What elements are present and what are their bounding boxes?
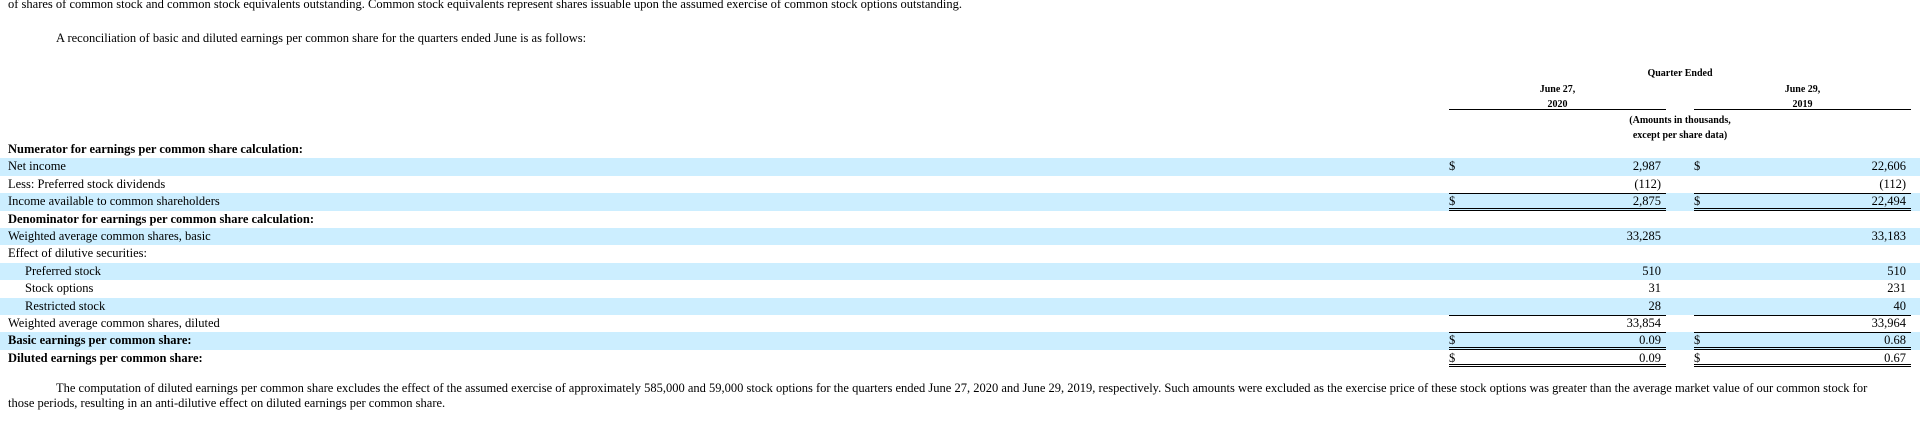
currency-symbol: $ [1694, 333, 1701, 348]
currency-symbol: $ [1449, 333, 1456, 348]
cell-2020: $0.09 [1449, 332, 1666, 350]
header-col-2019-line2: 2019 [1792, 99, 1813, 110]
cell-value: 0.67 [1884, 350, 1906, 365]
cell-value: 33,183 [1871, 228, 1906, 243]
cell-value: 28 [1648, 298, 1662, 313]
cell-2019: 33,964 [1694, 314, 1911, 332]
table-row: Denominator for earnings per common shar… [0, 211, 1920, 228]
table-row: Stock options 31 231 [0, 280, 1920, 297]
cell-2019: 33,183 [1694, 228, 1911, 245]
cell-value: (112) [1634, 176, 1661, 191]
header-col-2019: June 29, 2019 [1694, 82, 1911, 112]
row-label: Restricted stock [25, 298, 106, 313]
cell-2019: $22,494 [1694, 193, 1911, 211]
cell-2020: 33,285 [1449, 228, 1666, 245]
row-label: Preferred stock [25, 263, 102, 278]
cell-value: 0.09 [1639, 350, 1661, 365]
currency-symbol: $ [1694, 350, 1701, 365]
row-label: Weighted average common shares, diluted [8, 315, 220, 330]
cell-2020: $0.09 [1449, 350, 1666, 368]
eps-reconciliation-table: Numerator for earnings per common share … [0, 141, 1920, 368]
footnote-paragraph: The computation of diluted earnings per … [8, 381, 1868, 410]
table-row: Preferred stock 510 510 [0, 262, 1920, 281]
header-col-2020: June 27, 2020 [1449, 82, 1666, 112]
cell-value: 231 [1887, 281, 1906, 296]
table-row: Restricted stock 28 40 [0, 297, 1920, 315]
preceding-text: of shares of common stock and common sto… [8, 0, 962, 11]
row-label: Denominator for earnings per common shar… [8, 211, 314, 226]
cell-value: 31 [1648, 281, 1662, 296]
table-row: Weighted average common shares, basic 33… [0, 227, 1920, 246]
cell-value: (112) [1879, 176, 1906, 191]
cell-value: 0.68 [1884, 333, 1906, 348]
cell-value: 33,854 [1626, 315, 1661, 330]
header-amounts-line2: except per share data) [1632, 130, 1728, 141]
cell-2019: $22,606 [1694, 158, 1911, 175]
table-row: Basic earnings per common share: $0.09 $… [0, 332, 1920, 350]
header-col-2020-line1: June 27, [1539, 84, 1576, 95]
header-quarter-ended: Quarter Ended [1647, 68, 1713, 79]
header-col-2020-line2: 2020 [1547, 99, 1568, 110]
table-row: Income available to common shareholders … [0, 193, 1920, 211]
cell-2020: $2,875 [1449, 193, 1666, 211]
row-label: Net income [8, 159, 66, 174]
currency-symbol: $ [1449, 194, 1456, 209]
header-amounts-line1: (Amounts in thousands, [1629, 115, 1731, 126]
cell-2020: 510 [1449, 263, 1666, 280]
cell-2019: 40 [1694, 298, 1911, 315]
header-col-2019-line1: June 29, [1784, 84, 1821, 95]
currency-symbol: $ [1449, 159, 1456, 174]
cell-value: 2,875 [1632, 194, 1661, 209]
cell-value: 510 [1642, 263, 1661, 278]
row-label: Effect of dilutive securities: [8, 246, 147, 261]
row-label: Basic earnings per common share: [8, 333, 192, 348]
cell-2020: 28 [1449, 298, 1666, 315]
currency-symbol: $ [1449, 350, 1456, 365]
cell-value: 510 [1887, 263, 1906, 278]
cell-2019: $0.68 [1694, 332, 1911, 350]
header-amounts-note: (Amounts in thousands, except per share … [1449, 113, 1911, 143]
table-row: Weighted average common shares, diluted … [0, 314, 1920, 332]
table-row: Less: Preferred stock dividends (112) (1… [0, 176, 1920, 193]
cell-value: 22,494 [1871, 194, 1906, 209]
cell-2020: 33,854 [1449, 314, 1666, 332]
cell-2020: 31 [1449, 280, 1666, 297]
currency-symbol: $ [1694, 159, 1701, 174]
cell-value: 40 [1893, 298, 1907, 313]
cell-value: 2,987 [1632, 159, 1661, 174]
header-rule-2020 [1449, 109, 1666, 110]
cell-value: 33,964 [1871, 315, 1906, 330]
cell-2019: 510 [1694, 263, 1911, 280]
cell-2020: (112) [1449, 176, 1666, 193]
cell-2019: $0.67 [1694, 350, 1911, 368]
row-label: Numerator for earnings per common share … [8, 142, 303, 156]
cell-value: 33,285 [1626, 228, 1661, 243]
row-label: Income available to common shareholders [8, 194, 220, 209]
cell-2019: 231 [1694, 280, 1911, 297]
table-row: Numerator for earnings per common share … [0, 141, 1920, 158]
intro-paragraph: A reconciliation of basic and diluted ea… [56, 31, 587, 45]
row-label: Less: Preferred stock dividends [8, 176, 166, 191]
row-label: Diluted earnings per common share: [8, 350, 203, 365]
cell-2019: (112) [1694, 176, 1911, 193]
row-label: Weighted average common shares, basic [8, 228, 211, 243]
row-label: Stock options [25, 281, 94, 296]
cell-2020: $2,987 [1449, 158, 1666, 175]
currency-symbol: $ [1694, 194, 1701, 209]
cell-value: 22,606 [1871, 159, 1906, 174]
table-row: Diluted earnings per common share: $0.09… [0, 350, 1920, 368]
header-rule-2019 [1694, 109, 1911, 110]
table-row: Effect of dilutive securities: [0, 245, 1920, 262]
cell-value: 0.09 [1639, 333, 1661, 348]
table-row: Net income $2,987 $22,606 [0, 158, 1920, 176]
